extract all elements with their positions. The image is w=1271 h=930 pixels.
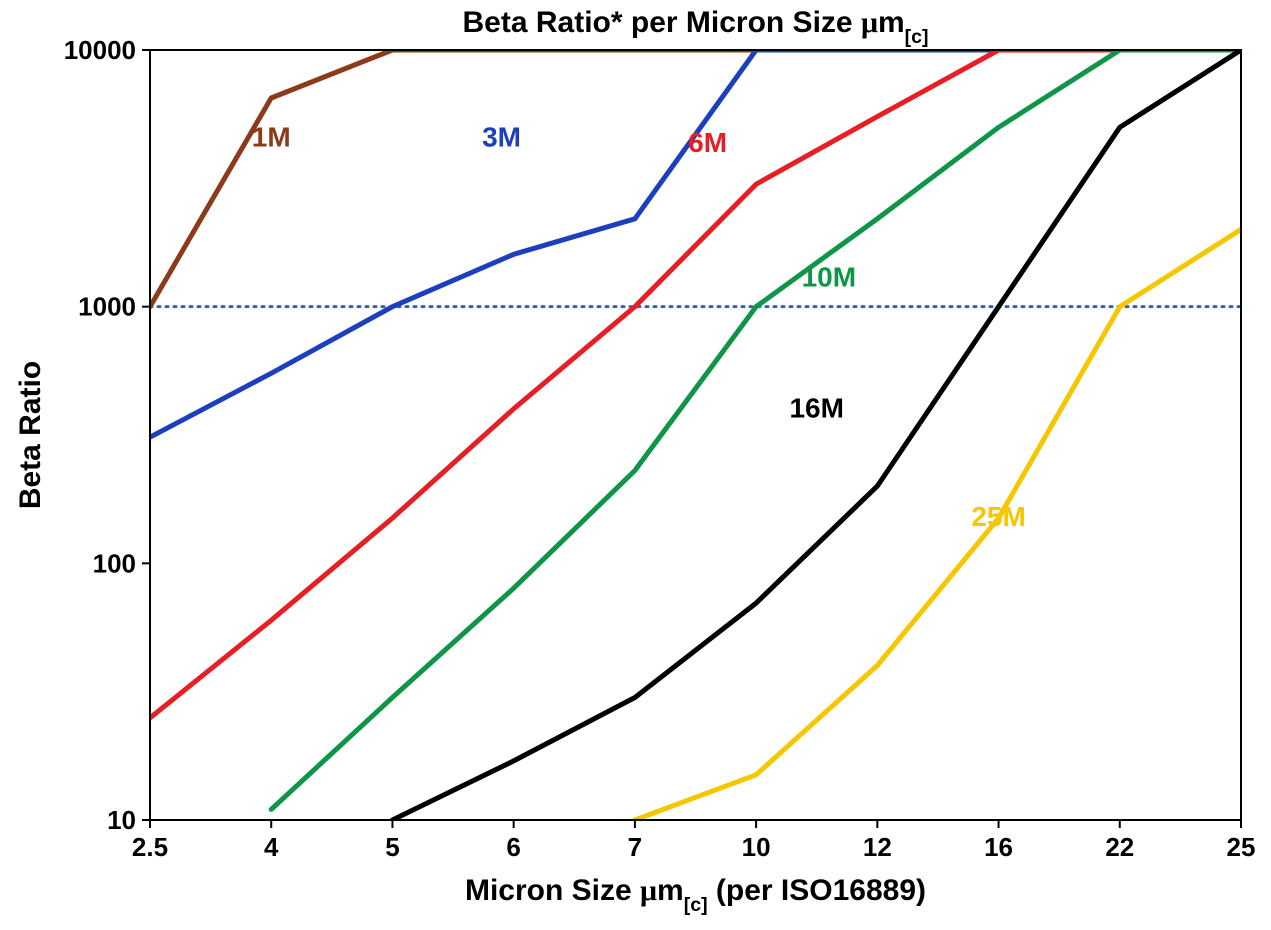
x-tick-label: 16 [984, 832, 1013, 862]
x-tick-label: 7 [628, 832, 642, 862]
x-tick-label: 6 [506, 832, 520, 862]
x-tick-label: 5 [385, 832, 399, 862]
x-tick-label: 22 [1105, 832, 1134, 862]
y-tick-label: 10 [107, 805, 136, 835]
x-tick-label: 4 [264, 832, 279, 862]
series-label-3M: 3M [482, 122, 521, 153]
x-tick-label: 12 [863, 832, 892, 862]
series-label-6M: 6M [688, 127, 727, 158]
y-tick-label: 10000 [64, 35, 136, 65]
x-tick-label: 25 [1227, 832, 1256, 862]
chart-title: Beta Ratio* per Micron Size μm[c] [463, 6, 929, 48]
chart-svg: Beta Ratio* per Micron Size μm[c] 10 100 10… [0, 0, 1271, 930]
series-label-1M: 1M [252, 122, 291, 153]
y-tick-label: 1000 [78, 292, 136, 322]
y-axis-label: Beta Ratio [14, 361, 47, 509]
x-axis-label: Micron Size μm[c] (per ISO16889) [465, 874, 926, 916]
series-label-10M: 10M [802, 261, 856, 292]
series-label-25M: 25M [971, 501, 1025, 532]
x-tick-label: 10 [742, 832, 771, 862]
beta-ratio-chart: Beta Ratio* per Micron Size μm[c] 10 100 10… [0, 0, 1271, 930]
y-tick-label: 100 [93, 548, 136, 578]
series-label-16M: 16M [789, 392, 843, 423]
x-tick-label: 2.5 [132, 832, 168, 862]
